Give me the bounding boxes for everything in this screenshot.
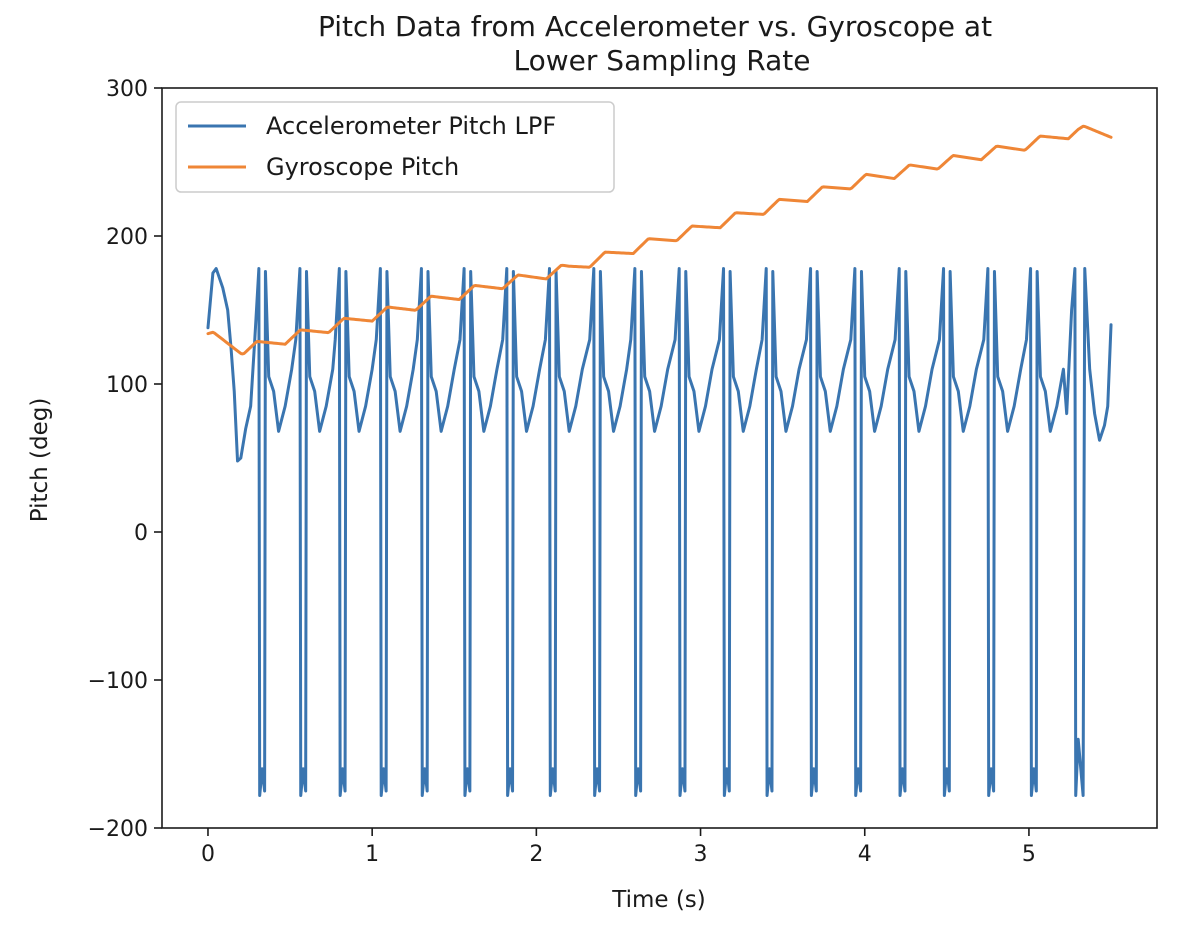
plot-frame <box>161 87 1158 829</box>
chart-title-line-2: Lower Sampling Rate <box>514 44 811 77</box>
x-tick-label: 0 <box>201 842 215 867</box>
series-line-accelerometer-pitch-lpf <box>206 267 1113 797</box>
y-tick-label: 100 <box>106 373 148 398</box>
x-tick-label: 5 <box>1022 842 1036 867</box>
series-line-gyroscope-pitch <box>206 124 1113 356</box>
legend-label-accelerometer: Accelerometer Pitch LPF <box>266 112 556 140</box>
series-layer <box>206 124 1113 797</box>
x-tick-label: 1 <box>365 842 379 867</box>
x-tick-label: 3 <box>694 842 708 867</box>
x-axis-label: Time (s) <box>611 887 706 913</box>
x-axis: 0 1 2 3 4 5 <box>201 828 1036 867</box>
y-tick-label: 0 <box>134 521 148 546</box>
y-tick-label: −100 <box>88 669 148 694</box>
y-tick-label: 300 <box>106 77 148 102</box>
x-tick-label: 4 <box>858 842 872 867</box>
y-tick-label: 200 <box>106 225 148 250</box>
legend-box <box>175 101 615 193</box>
legend-label-gyroscope: Gyroscope Pitch <box>266 153 459 181</box>
y-tick-label: −200 <box>88 817 148 842</box>
chart-title-line-1: Pitch Data from Accelerometer vs. Gyrosc… <box>318 10 992 43</box>
legend: Accelerometer Pitch LPF Gyroscope Pitch <box>175 101 615 193</box>
y-axis-label: Pitch (deg) <box>27 398 53 523</box>
y-axis: 300 200 100 0 −100 −200 <box>88 77 162 842</box>
x-tick-label: 2 <box>529 842 543 867</box>
